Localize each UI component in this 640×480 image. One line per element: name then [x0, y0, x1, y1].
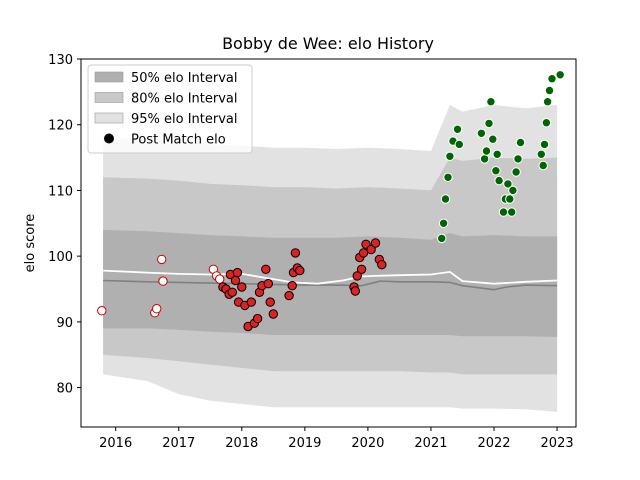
data-point [491, 166, 501, 176]
data-point [541, 118, 552, 128]
y-tick-label: 80 [56, 382, 73, 397]
y-tick-label: 90 [56, 316, 73, 331]
data-point [215, 274, 225, 284]
mean-line [103, 269, 558, 285]
data-point [486, 97, 496, 107]
data-point [227, 287, 238, 297]
data-point [542, 97, 553, 107]
legend-label: 50% elo Interval [131, 71, 238, 86]
x-tick-label: 2021 [414, 436, 447, 451]
data-point [268, 309, 278, 319]
data-point [544, 85, 555, 96]
data-point [356, 264, 367, 274]
median-line [103, 279, 558, 291]
y-tick-label: 110 [48, 184, 73, 199]
data-point [454, 139, 464, 150]
x-tick-label: 2022 [477, 436, 510, 451]
data-point [263, 279, 273, 289]
data-point [437, 233, 447, 244]
trend-lines [103, 269, 558, 291]
x-tick-label: 2017 [162, 436, 195, 451]
legend-marker [104, 133, 114, 144]
data-point [265, 297, 275, 307]
y-axis-title: elo score [23, 214, 38, 273]
data-point [438, 218, 449, 229]
data-point [443, 172, 453, 183]
data-point [492, 149, 502, 160]
data-point [284, 290, 294, 301]
plot-area [97, 70, 565, 412]
band-50 [103, 229, 558, 337]
data-point [494, 175, 504, 186]
data-point [507, 207, 517, 217]
data-point [290, 248, 301, 258]
legend: 50% elo Interval 80% elo Interval 95% elo … [87, 64, 253, 154]
data-point [505, 194, 515, 204]
data-point [498, 207, 509, 217]
data-point [452, 124, 463, 135]
data-point [158, 276, 168, 286]
x-tick-label: 2019 [288, 436, 321, 451]
x-axis: 2016 2017 2018 2019 2020 2021 2022 2023 [99, 427, 574, 451]
data-point [295, 265, 305, 276]
data-point [488, 134, 498, 144]
data-point [539, 139, 550, 150]
data-point [237, 282, 247, 292]
data-point [232, 267, 243, 278]
legend-swatch [94, 112, 124, 124]
x-tick-label: 2023 [541, 436, 574, 451]
data-point [511, 167, 521, 177]
y-axis: 80 90 100 110 120 130 [48, 53, 81, 397]
legend-label: 80% elo Interval [131, 92, 238, 107]
data-point [377, 260, 387, 270]
data-point [503, 179, 513, 189]
data-point [513, 154, 523, 164]
data-point [547, 74, 557, 84]
interval-bands [103, 105, 558, 412]
data-point [479, 154, 490, 164]
data-point [508, 185, 518, 196]
x-tick-label: 2018 [225, 436, 258, 451]
data-point [350, 286, 360, 296]
data-point [157, 254, 167, 265]
data-point [538, 160, 548, 171]
legend-label: Post Match elo [131, 133, 226, 148]
data-point [370, 238, 381, 248]
data-point [352, 271, 362, 281]
legend-swatch [94, 92, 124, 103]
data-point [252, 313, 263, 324]
legend-label: 95% elo Interval [131, 112, 238, 127]
y-tick-label: 100 [48, 250, 73, 265]
x-tick-label: 2016 [99, 436, 132, 451]
data-point [152, 304, 162, 314]
data-point [445, 151, 455, 162]
data-point [358, 248, 369, 258]
y-tick-label: 120 [48, 119, 73, 134]
y-tick-label: 130 [48, 53, 73, 68]
data-point [366, 244, 376, 255]
data-point [481, 146, 492, 156]
data-point [287, 281, 297, 291]
legend-box [87, 64, 253, 154]
data-point [261, 264, 271, 274]
data-point [97, 306, 107, 316]
data-point [536, 149, 546, 160]
chart-title: Bobby de Wee: elo History [222, 34, 434, 53]
x-tick-label: 2020 [351, 436, 384, 451]
data-point [515, 137, 526, 148]
data-point [476, 128, 487, 139]
data-point [246, 297, 257, 307]
legend-swatch [94, 71, 124, 83]
data-point [484, 118, 494, 129]
data-point [440, 194, 451, 204]
data-point [230, 275, 241, 286]
data-point [555, 70, 565, 80]
axes-frame [80, 58, 577, 428]
match-points [97, 70, 565, 332]
